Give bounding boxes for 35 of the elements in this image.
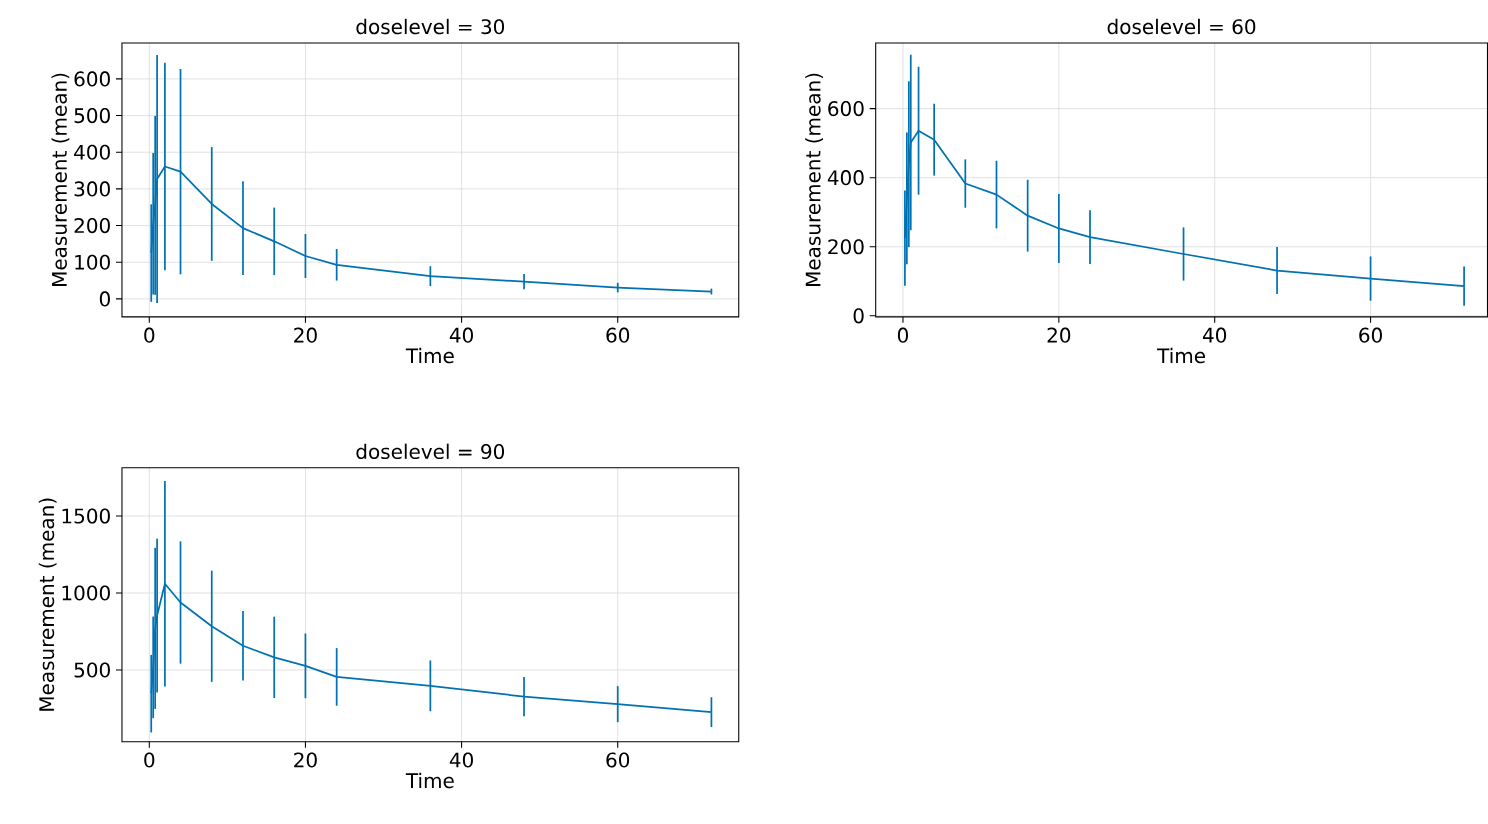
x-tick-label: 40	[449, 327, 473, 343]
x-tick-label: 0	[144, 752, 155, 768]
y-tick-label: 400	[74, 144, 110, 160]
x-tick-label: 20	[1047, 327, 1071, 343]
x-axis-title: Time	[405, 348, 454, 364]
y-tick-label: 600	[828, 101, 864, 117]
chart-title: doselevel = 90	[356, 443, 505, 460]
y-tick-label: 0	[853, 308, 864, 324]
x-axis-title: Time	[405, 772, 454, 789]
x-tick-label: 20	[294, 327, 317, 343]
y-axis-title: Measurement (mean)	[38, 498, 57, 711]
chart-title: doselevel = 30	[356, 18, 505, 35]
x-tick-label: 20	[294, 752, 317, 768]
y-tick-label: 300	[74, 181, 110, 197]
y-axis-title: Measurement (mean)	[805, 73, 824, 287]
y-tick-label: 400	[827, 170, 864, 186]
y-tick-label: 1500	[62, 508, 110, 524]
y-tick-label: 0	[99, 291, 110, 307]
y-tick-label: 200	[828, 239, 864, 255]
y-tick-label: 600	[74, 71, 110, 87]
chart-title: doselevel = 60	[1107, 18, 1256, 35]
y-tick-label: 200	[74, 218, 110, 234]
y-axis-title: Measurement (mean)	[51, 73, 70, 287]
x-tick-label: 60	[606, 327, 630, 343]
x-tick-label: 0	[897, 327, 908, 343]
y-tick-label: 1000	[62, 585, 110, 601]
y-tick-label: 100	[75, 254, 110, 270]
x-tick-label: 60	[606, 752, 630, 768]
y-tick-label: 500	[74, 662, 110, 678]
x-tick-label: 60	[1359, 327, 1382, 343]
x-tick-label: 40	[449, 752, 473, 768]
x-tick-label: 40	[1202, 327, 1227, 343]
y-tick-label: 500	[74, 108, 110, 124]
x-tick-label: 0	[144, 327, 155, 343]
x-axis-title: Time	[1157, 348, 1205, 364]
